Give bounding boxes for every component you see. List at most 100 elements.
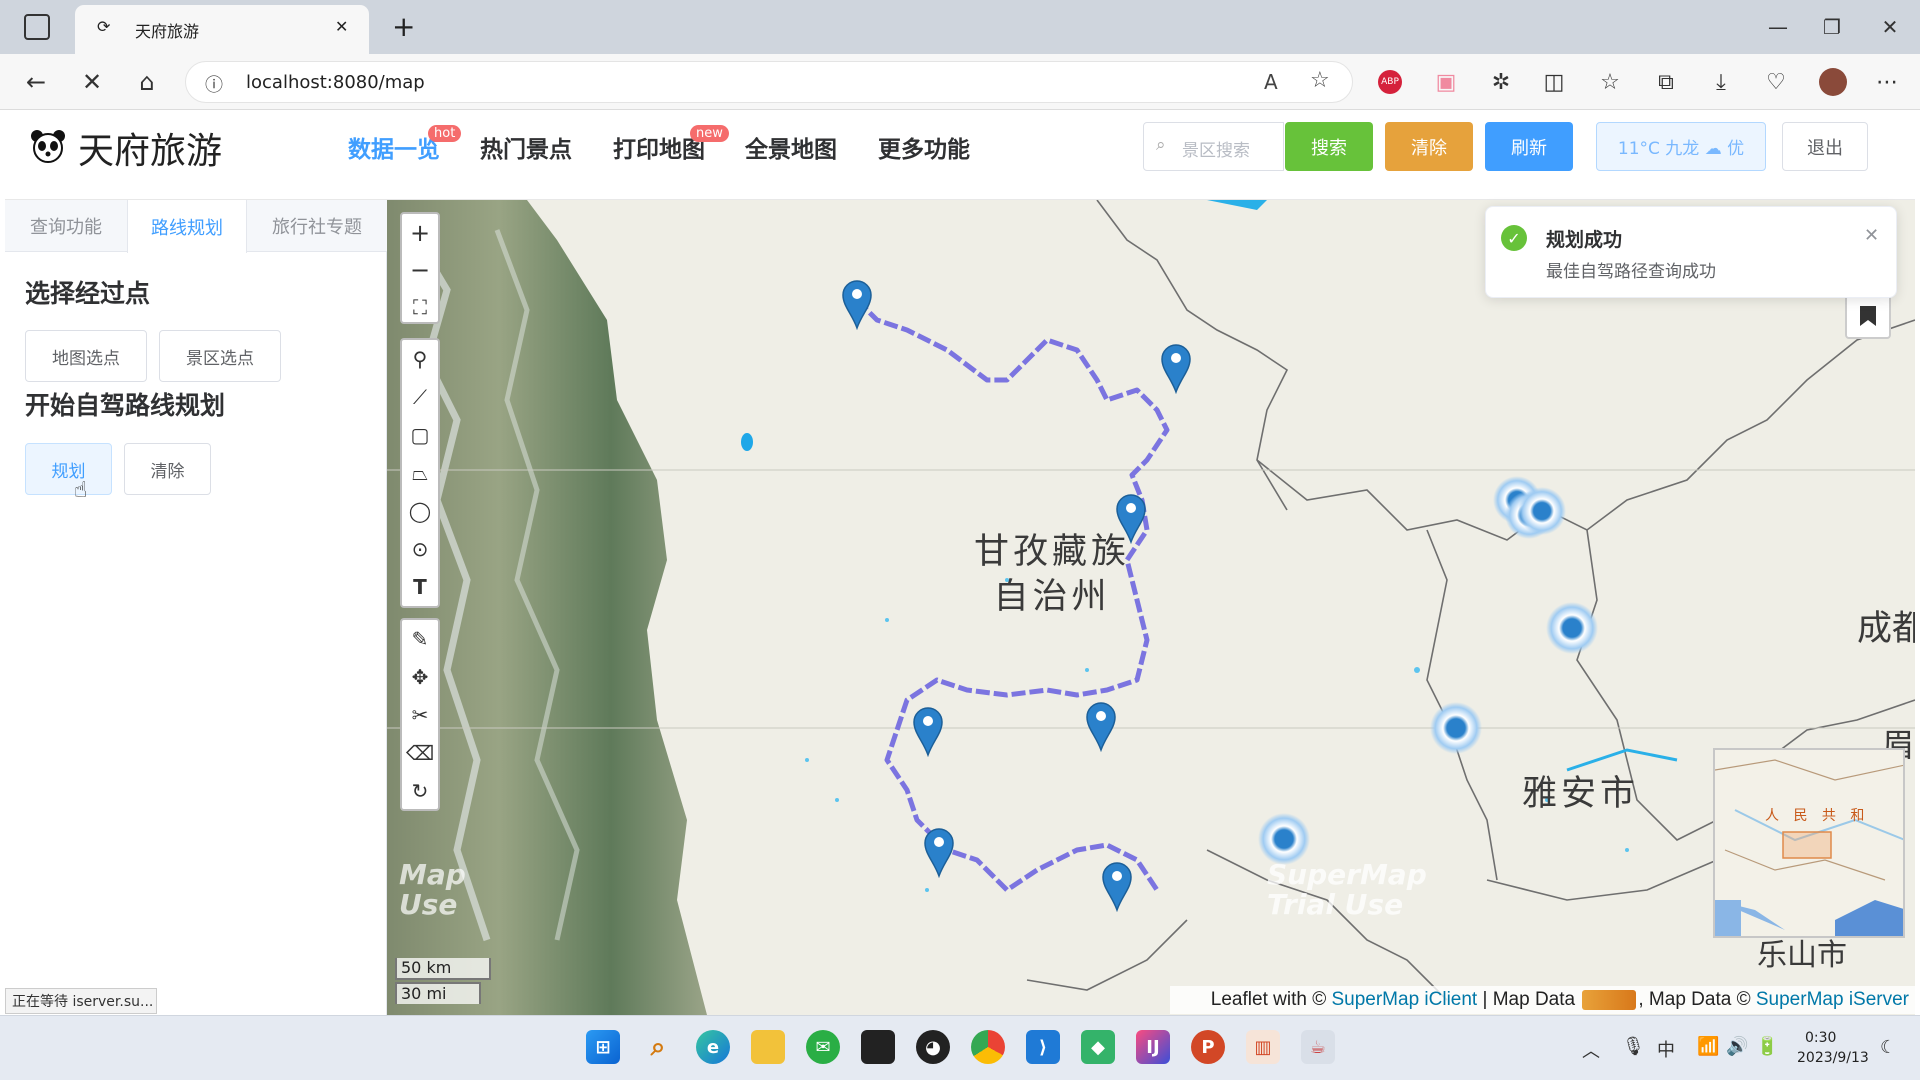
bookmark-icon[interactable] xyxy=(1845,293,1891,339)
volume-icon[interactable]: 🔊 xyxy=(1726,1036,1749,1057)
ime-indicator[interactable]: 中 xyxy=(1657,1040,1675,1061)
collections-icon[interactable]: ⧉ xyxy=(1658,69,1674,95)
edit-layer-icon[interactable]: ✎ xyxy=(411,627,429,651)
stop-loading-icon[interactable]: ✕ xyxy=(81,68,103,96)
tab-query[interactable]: 查询功能 xyxy=(30,217,102,238)
profile-avatar[interactable] xyxy=(1817,66,1849,98)
site-info-icon[interactable]: ⓘ xyxy=(205,75,223,96)
new-badge: new xyxy=(690,125,729,142)
url-input[interactable]: ⓘ localhost:8080/map A ☆ xyxy=(185,61,1353,103)
tray-overflow-icon[interactable]: ︿ xyxy=(1582,1041,1600,1062)
tab-actions-icon[interactable] xyxy=(24,14,50,40)
draw-circle-marker-icon[interactable]: ⊙ xyxy=(411,537,429,561)
menu-data-overview[interactable]: 数据一览 xyxy=(348,137,440,163)
success-notification: ✓ 规划成功 最佳自驾路径查询成功 ✕ xyxy=(1485,206,1897,298)
intellij-icon[interactable]: IJ xyxy=(1136,1030,1170,1064)
adblock-icon[interactable]: ABP xyxy=(1374,66,1406,98)
edit-toolbar: ✎ ✥ ✂ ⌫ ↻ xyxy=(400,618,440,811)
new-tab-button[interactable]: + xyxy=(392,10,416,43)
search-icon[interactable]: ⌕ xyxy=(650,1031,666,1062)
split-screen-icon[interactable]: ◫ xyxy=(1543,69,1565,95)
menu-more[interactable]: 更多功能 xyxy=(878,137,970,163)
browser-tab[interactable]: ⟳ 天府旅游 ✕ xyxy=(75,5,369,54)
refresh-button[interactable]: 刷新 xyxy=(1485,122,1573,171)
draw-marker-icon[interactable]: ⚲ xyxy=(412,347,428,371)
draw-circle-icon[interactable]: ◯ xyxy=(408,499,432,523)
minimize-icon[interactable]: — xyxy=(1768,15,1788,39)
drag-move-icon[interactable]: ✥ xyxy=(411,665,429,689)
url-text: localhost:8080/map xyxy=(246,72,425,93)
back-icon[interactable]: ← xyxy=(25,68,47,96)
tab-close-icon[interactable]: ✕ xyxy=(335,17,349,36)
cut-icon[interactable]: ✂ xyxy=(411,703,429,727)
tab-title: 天府旅游 xyxy=(135,22,200,41)
more-menu-icon[interactable]: ⋯ xyxy=(1876,69,1898,95)
vscode-icon[interactable]: ⟩ xyxy=(1026,1030,1060,1064)
draw-rectangle-icon[interactable]: ▢ xyxy=(410,423,430,447)
read-aloud-icon[interactable]: A xyxy=(1264,70,1278,94)
fullscreen-icon[interactable]: ⛶ xyxy=(413,295,427,319)
clear-route-button[interactable]: 清除 xyxy=(124,443,211,495)
overview-minimap[interactable]: 人 民 共 和 xyxy=(1713,748,1905,938)
left-panel xyxy=(5,200,387,1015)
scenic-search-input[interactable]: ⌕ 景区搜索 xyxy=(1143,122,1284,171)
weather-button[interactable]: 11°C 九龙 ☁ 优 xyxy=(1596,122,1766,171)
powerpoint-icon[interactable]: P xyxy=(1191,1030,1225,1064)
waypoint-marker-icon[interactable] xyxy=(922,826,956,878)
clock-date[interactable]: 2023/9/13 xyxy=(1797,1050,1869,1066)
extensions-icon[interactable]: ✲ xyxy=(1491,69,1511,95)
menu-print-map[interactable]: 打印地图 xyxy=(613,137,705,163)
tab-route-planning[interactable]: 路线规划 xyxy=(127,200,247,253)
green-app-icon[interactable]: ◆ xyxy=(1081,1030,1115,1064)
focus-assist-icon[interactable]: ☾ xyxy=(1880,1037,1897,1058)
file-explorer-icon[interactable] xyxy=(751,1030,785,1064)
rotate-icon[interactable]: ↻ xyxy=(411,779,429,803)
battery-icon[interactable]: 🔋 xyxy=(1756,1036,1779,1057)
windows-start-icon[interactable]: ⊞ xyxy=(586,1030,620,1064)
zoom-out-button[interactable]: − xyxy=(409,256,431,284)
wechat-icon[interactable]: ✉ xyxy=(806,1030,840,1064)
zoom-in-button[interactable]: + xyxy=(409,219,431,247)
map-view[interactable]: 甘孜藏族 自治州 雅安市 成都 眉 乐山市 Map Use SuperMap T… xyxy=(387,200,1915,1015)
waypoint-marker-icon[interactable] xyxy=(1114,492,1148,544)
waypoint-marker-icon[interactable] xyxy=(911,705,945,757)
logout-button[interactable]: 退出 xyxy=(1782,122,1868,171)
presentation-app-icon[interactable]: ▥ xyxy=(1246,1030,1280,1064)
chrome-icon[interactable] xyxy=(971,1030,1005,1064)
clear-button[interactable]: 清除 xyxy=(1385,122,1473,171)
scenic-pick-button[interactable]: 景区选点 xyxy=(159,330,281,382)
clock-time[interactable]: 0:30 xyxy=(1805,1030,1837,1046)
performance-icon[interactable]: ♡ xyxy=(1766,69,1786,95)
notification-close-icon[interactable]: ✕ xyxy=(1864,225,1880,246)
plan-button[interactable]: 规划 xyxy=(25,443,112,495)
downloads-icon[interactable]: ⤓ xyxy=(1716,69,1726,95)
draw-text-icon[interactable]: T xyxy=(413,575,427,599)
eraser-icon[interactable]: ⌫ xyxy=(405,741,435,765)
home-icon[interactable]: ⌂ xyxy=(139,68,155,96)
maximize-icon[interactable]: ❐ xyxy=(1823,15,1841,39)
menu-hot-spots[interactable]: 热门景点 xyxy=(480,137,572,163)
loading-icon: ⟳ xyxy=(97,17,111,36)
attribution-link-iserver[interactable]: SuperMap iServer xyxy=(1755,989,1909,1010)
wifi-icon[interactable]: 📶 xyxy=(1697,1036,1720,1057)
microphone-icon[interactable]: 🎙 xyxy=(1622,1036,1645,1057)
sticky-notes-icon[interactable] xyxy=(861,1030,895,1064)
qq-icon[interactable]: ◕ xyxy=(916,1030,950,1064)
attribution-link-iclient[interactable]: SuperMap iClient xyxy=(1331,989,1478,1010)
search-button[interactable]: 搜索 xyxy=(1285,122,1373,171)
java-app-icon[interactable]: ☕ xyxy=(1301,1030,1335,1064)
window-close-icon[interactable]: ✕ xyxy=(1881,15,1899,39)
map-pick-button[interactable]: 地图选点 xyxy=(25,330,147,382)
waypoint-marker-icon[interactable] xyxy=(1084,700,1118,752)
draw-polygon-icon[interactable]: ⏢ xyxy=(412,461,428,485)
menu-panorama[interactable]: 全景地图 xyxy=(745,137,837,163)
tab-travel-agency[interactable]: 旅行社专题 xyxy=(272,217,362,238)
waypoint-marker-icon[interactable] xyxy=(840,278,874,330)
waypoint-marker-icon[interactable] xyxy=(1100,860,1134,912)
extension-bilibili-icon[interactable]: ▣ xyxy=(1435,69,1457,95)
favorite-star-icon[interactable]: ☆ xyxy=(1310,68,1330,93)
draw-polyline-icon[interactable]: ⟋ xyxy=(413,385,427,409)
edge-browser-icon[interactable]: e xyxy=(696,1030,730,1064)
waypoint-marker-icon[interactable] xyxy=(1159,342,1193,394)
favorites-icon[interactable]: ☆ xyxy=(1600,69,1620,95)
